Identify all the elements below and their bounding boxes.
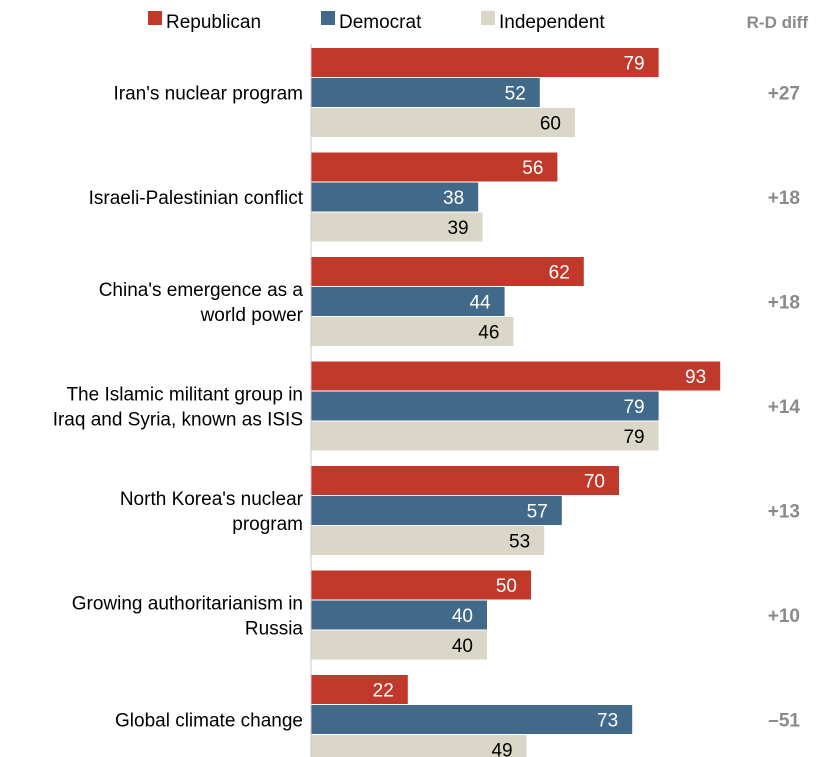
bar-democrat bbox=[311, 287, 505, 316]
rd-diff-value: +10 bbox=[768, 606, 800, 627]
bar-republican bbox=[311, 152, 558, 182]
value-label-democrat: 44 bbox=[469, 293, 491, 314]
category-label: program bbox=[232, 514, 303, 535]
chart-row: Growing authoritarianism in Russia 50 40 40 +… bbox=[72, 570, 800, 660]
rd-diff-value: +13 bbox=[768, 502, 800, 523]
legend-swatch-republican bbox=[148, 11, 162, 25]
value-label-independent: 60 bbox=[540, 114, 561, 135]
value-label-republican: 70 bbox=[584, 472, 605, 493]
rd-diff-value: +27 bbox=[768, 84, 800, 105]
bar-independent bbox=[311, 735, 527, 757]
value-label-republican: 50 bbox=[496, 576, 517, 597]
value-label-independent: 53 bbox=[509, 532, 530, 553]
bar-democrat bbox=[311, 496, 562, 525]
category-label: North Korea's nuclear bbox=[120, 489, 304, 510]
value-label-republican: 56 bbox=[522, 158, 543, 179]
chart-row: North Korea's nuclear program 70 57 53 +13 bbox=[120, 466, 800, 555]
bar-republican bbox=[311, 675, 408, 704]
rd-diff-value: –51 bbox=[768, 711, 800, 732]
category-label: The Islamic militant group in bbox=[66, 385, 303, 406]
rd-diff-header: R-D diff bbox=[747, 13, 809, 32]
bar-democrat bbox=[311, 182, 479, 212]
value-label-republican: 93 bbox=[685, 367, 706, 388]
bar-republican bbox=[311, 466, 619, 495]
value-label-independent: 49 bbox=[491, 741, 512, 757]
rd-diff-value: +18 bbox=[768, 188, 800, 209]
chart-row: Global climate change 22 73 49 –51 bbox=[115, 675, 800, 757]
legend-swatch-democrat bbox=[321, 11, 335, 25]
chart-row: The Islamic militant group in Iraq and Sy… bbox=[53, 361, 801, 451]
value-label-democrat: 52 bbox=[505, 84, 526, 105]
bar-republican bbox=[311, 257, 584, 286]
value-label-independent: 79 bbox=[623, 427, 644, 448]
value-label-independent: 40 bbox=[452, 636, 473, 657]
legend-swatch-independent bbox=[481, 11, 495, 25]
category-label: China's emergence as a bbox=[99, 280, 304, 301]
chart-row: China's emergence as a world power 62 44 46 +… bbox=[99, 257, 800, 346]
bar-independent bbox=[311, 212, 483, 242]
rd-diff-value: +18 bbox=[768, 293, 800, 314]
legend-label-independent: Independent bbox=[499, 12, 605, 33]
value-label-republican: 79 bbox=[623, 54, 644, 75]
category-label: Global climate change bbox=[115, 711, 303, 732]
chart-row: Iran's nuclear program 79 52 60 +27 bbox=[114, 48, 800, 137]
value-label-democrat: 73 bbox=[597, 711, 618, 732]
bar-republican bbox=[311, 570, 531, 600]
value-label-independent: 39 bbox=[447, 218, 468, 239]
bar-democrat bbox=[311, 705, 633, 734]
value-label-democrat: 40 bbox=[452, 606, 473, 627]
bar-republican bbox=[311, 48, 659, 77]
bar-independent bbox=[311, 421, 659, 451]
chart-rows: Iran's nuclear program 79 52 60 +27 Israeli-P… bbox=[53, 48, 801, 757]
legend-label-democrat: Democrat bbox=[339, 12, 422, 33]
chart-row: Israeli-Palestinian conflict 56 38 39 +18 bbox=[89, 152, 800, 242]
category-label: Russia bbox=[245, 619, 304, 640]
bar-independent bbox=[311, 108, 575, 137]
category-label: Israeli-Palestinian conflict bbox=[89, 188, 304, 209]
bar-republican bbox=[311, 361, 721, 391]
bar-democrat bbox=[311, 600, 487, 630]
bar-independent bbox=[311, 317, 514, 346]
category-label: Iraq and Syria, known as ISIS bbox=[53, 410, 303, 431]
category-label: world power bbox=[200, 305, 304, 326]
category-label: Growing authoritarianism in bbox=[72, 594, 303, 615]
rd-diff-value: +14 bbox=[768, 397, 801, 418]
value-label-democrat: 38 bbox=[443, 188, 464, 209]
bar-democrat bbox=[311, 78, 540, 107]
legend: Republican Democrat Independent bbox=[148, 11, 605, 33]
category-label: Iran's nuclear program bbox=[114, 84, 304, 105]
value-label-republican: 22 bbox=[373, 681, 394, 702]
value-label-democrat: 79 bbox=[623, 397, 644, 418]
value-label-independent: 46 bbox=[478, 323, 499, 344]
legend-label-republican: Republican bbox=[166, 12, 261, 33]
bar-independent bbox=[311, 526, 545, 555]
bar-democrat bbox=[311, 391, 659, 421]
bar-independent bbox=[311, 630, 487, 660]
value-label-democrat: 57 bbox=[527, 502, 548, 523]
value-label-republican: 62 bbox=[549, 263, 570, 284]
